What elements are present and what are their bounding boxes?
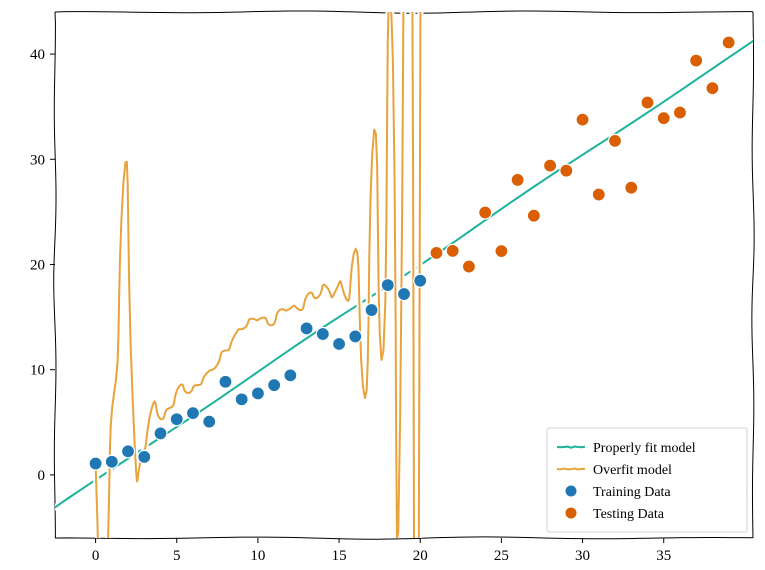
train-point (349, 330, 362, 343)
x-tick-label: 30 (575, 548, 590, 564)
test-point (673, 106, 686, 119)
train-point (138, 450, 151, 463)
train-point (235, 393, 248, 406)
train-point (333, 338, 346, 351)
train-point (300, 322, 313, 335)
train-point (203, 415, 216, 428)
test-point (527, 209, 540, 222)
test-point (511, 173, 524, 186)
x-axis-spine (55, 537, 753, 539)
train-point (154, 427, 167, 440)
test-point (722, 36, 735, 49)
train-point (316, 328, 329, 341)
chart-container: 0 5 10 15 20 25 30 35 0 10 20 30 40 Properly fit mode… (0, 0, 765, 570)
train-point (284, 369, 297, 382)
test-point (641, 96, 654, 109)
train-point (365, 304, 378, 317)
test-point (462, 260, 475, 273)
test-point (592, 188, 605, 201)
legend-label: Training Data (593, 485, 671, 500)
x-tick-label: 25 (494, 548, 509, 564)
train-point (251, 387, 264, 400)
test-point (609, 134, 622, 147)
test-point (706, 82, 719, 95)
y-tick-label: 20 (30, 257, 45, 273)
x-tick-label: 35 (656, 548, 671, 564)
test-point (446, 244, 459, 257)
train-point (414, 274, 427, 287)
legend: Properly fit model Overfit model Training … (547, 428, 747, 532)
test-point (576, 113, 589, 126)
y-tick-label: 0 (38, 468, 46, 484)
y-tick-label: 30 (30, 152, 45, 168)
x-tick-label: 20 (413, 548, 428, 564)
train-point (381, 279, 394, 292)
test-point (544, 159, 557, 172)
chart-svg: 0 5 10 15 20 25 30 35 0 10 20 30 40 Properly fit mode… (0, 0, 765, 570)
test-point (657, 112, 670, 125)
y-tick-label: 40 (30, 47, 45, 63)
train-point (219, 375, 232, 388)
test-point (690, 54, 703, 67)
test-point (430, 246, 443, 259)
right-spine (752, 12, 754, 538)
x-tick-label: 0 (92, 548, 100, 564)
legend-label: Testing Data (593, 507, 665, 522)
x-tick-label: 15 (332, 548, 347, 564)
x-tick-label: 5 (173, 548, 181, 564)
train-point (268, 379, 281, 392)
test-point (625, 181, 638, 194)
train-point (170, 413, 183, 426)
train-point (105, 455, 118, 468)
train-point (122, 445, 135, 458)
legend-label: Properly fit model (593, 441, 696, 456)
train-point (398, 288, 411, 301)
train-point (186, 407, 199, 420)
x-tick-label: 10 (250, 548, 265, 564)
test-point (560, 164, 573, 177)
train-point (89, 457, 102, 470)
legend-label: Overfit model (593, 463, 672, 478)
test-point (495, 245, 508, 258)
y-tick-label: 10 (30, 363, 45, 379)
y-axis-spine (54, 12, 56, 538)
test-point (479, 206, 492, 219)
